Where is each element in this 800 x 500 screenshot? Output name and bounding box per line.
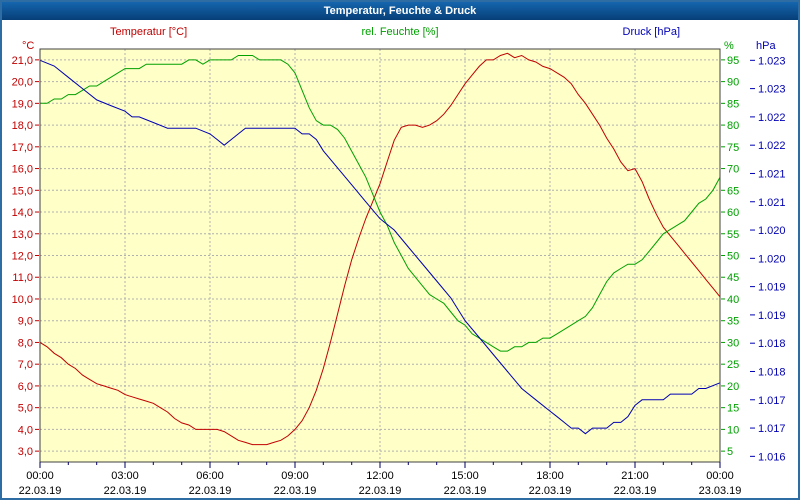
humidity-axis-tick-label: 75 bbox=[727, 142, 739, 154]
temp-axis-tick-label: 6,0 bbox=[18, 381, 33, 393]
humidity-axis-tick-label: 30 bbox=[727, 337, 739, 349]
x-axis-date-label: 22.03.19 bbox=[529, 485, 572, 497]
temp-axis-tick-label: 4,0 bbox=[18, 424, 33, 436]
pressure-axis-tick-label: 1.016 bbox=[758, 451, 786, 463]
humidity-axis-tick-label: 20 bbox=[727, 381, 739, 393]
x-axis-time-label: 18:00 bbox=[536, 470, 564, 482]
x-axis-time-label: 15:00 bbox=[451, 470, 479, 482]
humidity-axis-tick-label: 5 bbox=[727, 446, 733, 458]
temp-axis-tick-label: 16,0 bbox=[12, 164, 33, 176]
humidity-axis-tick-label: 15 bbox=[727, 403, 739, 415]
humidity-axis-tick-label: 70 bbox=[727, 164, 739, 176]
x-axis-time-label: 12:00 bbox=[366, 470, 394, 482]
temp-axis-tick-label: 10,0 bbox=[12, 294, 33, 306]
humidity-series-line bbox=[40, 55, 721, 352]
humidity-axis-tick-label: 85 bbox=[727, 98, 739, 110]
pressure-axis-tick-label: 1.018 bbox=[758, 338, 786, 350]
legend-pressure: Druck [hPa] bbox=[622, 26, 680, 38]
temp-axis-tick-label: 12,0 bbox=[12, 251, 33, 263]
temp-axis-tick-label: 11,0 bbox=[12, 272, 33, 284]
pressure-axis-tick-label: 1.022 bbox=[758, 112, 786, 124]
humidity-axis-tick-label: 45 bbox=[727, 272, 739, 284]
x-axis-time-label: 21:00 bbox=[621, 470, 649, 482]
temp-axis-tick-label: 9,0 bbox=[18, 316, 33, 328]
temp-axis-tick-label: 14,0 bbox=[12, 207, 33, 219]
humidity-axis-tick-label: 40 bbox=[727, 294, 739, 306]
pressure-axis-tick-label: 1.023 bbox=[758, 55, 786, 67]
temp-axis-tick-label: 18,0 bbox=[12, 120, 33, 132]
legend-humidity: rel. Feuchte [%] bbox=[361, 26, 439, 38]
temperature-series-line bbox=[39, 52, 721, 446]
humidity-axis-tick-label: 50 bbox=[727, 251, 739, 263]
pressure-axis-tick-label: 1.018 bbox=[758, 366, 786, 378]
x-axis-date-label: 22.03.19 bbox=[19, 485, 62, 497]
x-axis-time-label: 03:00 bbox=[111, 470, 139, 482]
x-axis-time-label: 06:00 bbox=[196, 470, 224, 482]
temp-axis-tick-label: 15,0 bbox=[12, 185, 33, 197]
humidity-axis-tick-label: 80 bbox=[727, 120, 739, 132]
temp-axis-tick-label: 17,0 bbox=[12, 142, 33, 154]
humidity-axis-tick-label: 65 bbox=[727, 185, 739, 197]
temp-axis-tick-label: 13,0 bbox=[12, 229, 33, 241]
humidity-axis-tick-label: 35 bbox=[727, 316, 739, 328]
pressure-series-line bbox=[39, 59, 721, 435]
humidity-axis-tick-label: 25 bbox=[727, 359, 739, 371]
pressure-axis-tick-label: 1.021 bbox=[758, 168, 786, 180]
humidity-axis-tick-label: 95 bbox=[727, 55, 739, 67]
x-axis-date-label: 22.03.19 bbox=[359, 485, 402, 497]
pressure-axis-unit: hPa bbox=[756, 40, 776, 52]
x-axis-date-label: 22.03.19 bbox=[444, 485, 487, 497]
x-axis-date-label: 22.03.19 bbox=[274, 485, 317, 497]
pressure-axis-tick-label: 1.022 bbox=[758, 140, 786, 152]
pressure-axis-tick-label: 1.021 bbox=[758, 197, 786, 209]
pressure-axis-tick-label: 1.017 bbox=[758, 395, 786, 407]
temp-axis-unit: °C bbox=[22, 40, 35, 52]
humidity-axis-tick-label: 55 bbox=[727, 229, 739, 241]
x-axis-time-label: 00:00 bbox=[26, 470, 54, 482]
x-axis-date-label: 23.03.19 bbox=[699, 485, 742, 497]
x-axis-time-label: 09:00 bbox=[281, 470, 309, 482]
window-title: Temperatur, Feuchte & Druck bbox=[323, 5, 477, 17]
x-axis-time-label: 00:00 bbox=[706, 470, 734, 482]
humidity-axis-tick-label: 90 bbox=[727, 77, 739, 89]
temp-axis-tick-label: 3,0 bbox=[18, 446, 33, 458]
legend-temperature: Temperatur [°C] bbox=[110, 26, 188, 38]
temp-axis-tick-label: 8,0 bbox=[18, 337, 33, 349]
pressure-axis-tick-label: 1.023 bbox=[758, 84, 786, 96]
x-axis-date-label: 22.03.19 bbox=[614, 485, 657, 497]
temp-axis-tick-label: 20,0 bbox=[12, 77, 33, 89]
temp-axis-tick-label: 7,0 bbox=[18, 359, 33, 371]
humidity-axis-tick-label: 10 bbox=[727, 424, 739, 436]
x-axis-date-label: 22.03.19 bbox=[189, 485, 232, 497]
pressure-axis-tick-label: 1.020 bbox=[758, 225, 786, 237]
humidity-axis-tick-label: 60 bbox=[727, 207, 739, 219]
pressure-axis-tick-label: 1.019 bbox=[758, 282, 786, 294]
temp-axis-tick-label: 19,0 bbox=[12, 98, 33, 110]
humidity-axis-unit: % bbox=[724, 40, 734, 52]
x-axis-date-label: 22.03.19 bbox=[104, 485, 147, 497]
temp-axis-tick-label: 21,0 bbox=[12, 55, 33, 67]
title-bar: Temperatur, Feuchte & Druck bbox=[2, 2, 798, 20]
pressure-axis-tick-label: 1.019 bbox=[758, 310, 786, 322]
pressure-axis-tick-label: 1.017 bbox=[758, 423, 786, 435]
temp-axis-tick-label: 5,0 bbox=[18, 403, 33, 415]
pressure-axis-tick-label: 1.020 bbox=[758, 253, 786, 265]
